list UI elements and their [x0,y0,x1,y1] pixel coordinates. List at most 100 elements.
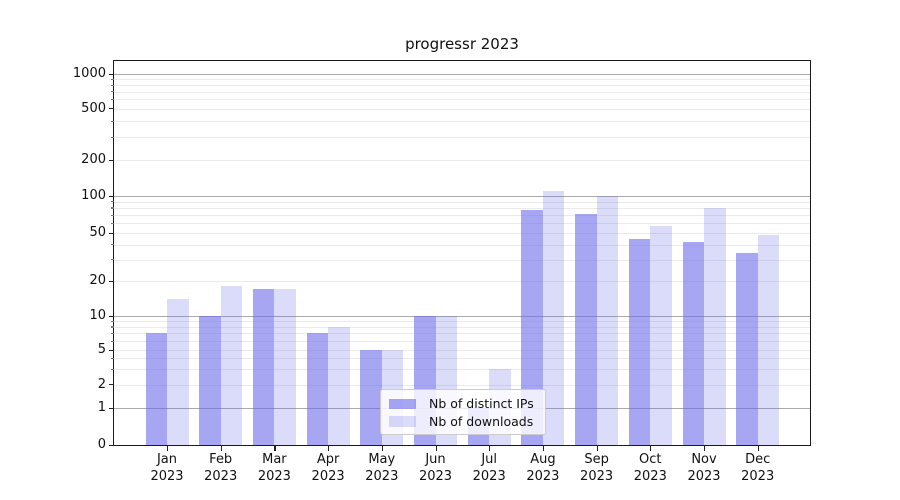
y-minor-tick-mark-80 [111,207,114,209]
y-minor-tick-mark-6 [111,340,114,342]
y-tick-label-1000: 1000 [72,66,106,81]
y-tick-label-100: 100 [81,188,106,203]
y-tick-label-5: 5 [97,342,106,357]
y-tick-mark-1000 [109,73,114,75]
x-tick-label-apr: Apr 2023 [311,452,345,484]
gridline-major-1000 [114,74,810,75]
gridline-minor-400 [114,121,810,123]
y-tick-mark-500 [109,108,114,110]
bar-ips-jan [145,333,167,445]
gridline-minor-900 [114,79,810,81]
bar-downloads-feb [220,286,243,445]
bar-downloads-dec [757,235,780,445]
y-tick-mark-1 [109,407,114,409]
y-minor-tick-mark-900 [111,78,114,80]
bar-ips-dec [736,253,758,445]
y-minor-tick-mark-60 [111,222,114,224]
x-tick-mark-oct [650,446,652,451]
y-tick-mark-20 [109,280,114,282]
x-tick-label-nov: Nov 2023 [687,452,721,484]
gridline-minor-2 [114,384,810,386]
y-minor-tick-mark-40 [111,244,114,246]
y-minor-tick-mark-9 [111,320,114,322]
gridline-minor-700 [114,91,810,93]
bar-downloads-apr [328,326,350,445]
y-tick-label-1: 1 [97,400,106,415]
gridline-minor-3 [114,369,810,371]
bar-ips-mar [252,289,275,445]
gridline-minor-80 [114,207,810,209]
x-tick-mark-dec [757,446,759,451]
bar-downloads-oct [650,226,672,445]
gridline-minor-4 [114,358,810,360]
bar-ips-feb [199,316,221,445]
y-tick-mark-10 [109,315,114,317]
x-tick-label-feb: Feb 2023 [204,452,238,484]
gridline-minor-9 [114,321,810,323]
gridline-minor-6 [114,341,810,343]
x-tick-label-jul: Jul 2023 [472,452,506,484]
gridline-minor-7 [114,333,810,335]
x-tick-label-may: May 2023 [365,452,399,484]
gridline-major-10 [114,316,810,317]
bar-ips-oct [628,238,651,445]
gridline-minor-40 [114,244,810,246]
x-tick-mark-mar [274,446,276,451]
y-minor-tick-mark-300 [111,136,114,138]
x-tick-label-jun: Jun 2023 [418,452,453,484]
x-tick-mark-jul [489,446,491,451]
y-tick-mark-100 [109,195,114,197]
x-tick-mark-sep [596,446,598,451]
legend-swatch-downloads [389,416,416,427]
chart-title: progressr 2023 [405,35,519,53]
bar-ips-sep [575,214,597,445]
y-minor-tick-mark-70 [111,214,114,216]
bar-ips-aug [521,209,543,445]
legend-item-downloads: Nb of downloads [389,413,537,431]
legend: Nb of distinct IPs Nb of downloads [380,389,546,435]
x-tick-label-oct: Oct 2023 [633,452,667,484]
y-tick-mark-200 [109,159,114,161]
gridline-minor-30 [114,259,810,261]
gridline-minor-90 [114,201,810,203]
x-tick-mark-jan [167,446,169,451]
gridline-minor-200 [114,160,810,161]
gridline-minor-300 [114,137,810,139]
y-minor-tick-mark-30 [111,259,114,261]
y-tick-label-10: 10 [89,308,106,323]
legend-label-downloads: Nb of downloads [429,413,534,429]
y-minor-tick-mark-700 [111,91,114,93]
x-tick-label-jan: Jan 2023 [150,452,184,484]
y-tick-label-20: 20 [89,273,106,288]
x-tick-mark-jun [435,446,437,451]
x-tick-label-sep: Sep 2023 [580,452,614,484]
bar-ips-apr [306,333,329,445]
x-tick-label-mar: Mar 2023 [257,452,291,484]
gridline-minor-20 [114,281,810,282]
bar-downloads-nov [704,207,726,445]
x-tick-mark-aug [542,446,545,451]
y-minor-tick-mark-7 [111,332,114,335]
y-tick-mark-50 [109,232,114,234]
bar-downloads-mar [274,289,296,445]
y-minor-tick-mark-3 [111,368,114,370]
y-tick-label-50: 50 [89,225,106,240]
legend-swatch-distinct-ips [389,398,416,409]
gridline-minor-800 [114,85,810,87]
bar-downloads-jan [167,299,189,445]
bar-downloads-sep [596,196,619,445]
gridline-minor-8 [114,326,810,328]
x-tick-mark-nov [704,446,706,451]
x-tick-label-aug: Aug 2023 [526,452,560,484]
gridline-major-100 [114,196,810,197]
y-minor-tick-mark-8 [111,326,114,328]
y-tick-label-0: 0 [97,437,106,452]
gridline-minor-60 [114,223,810,225]
y-minor-tick-mark-600 [111,98,114,101]
y-tick-label-2: 2 [97,376,106,392]
y-minor-tick-mark-400 [111,120,114,122]
y-tick-mark-5 [109,349,114,351]
legend-label-distinct-ips: Nb of distinct IPs [429,396,534,412]
x-tick-mark-feb [220,446,222,451]
